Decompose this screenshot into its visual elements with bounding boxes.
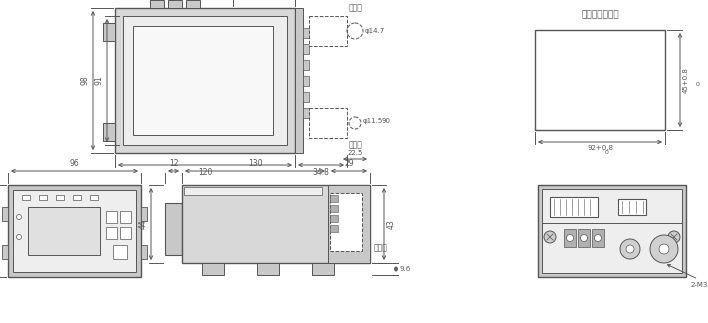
Text: 92+0.8: 92+0.8 [587,145,613,151]
Bar [309,108,347,138]
Bar [182,185,370,263]
Text: 接插件: 接插件 [349,140,363,149]
Bar [550,197,598,217]
Bar [2,207,8,221]
Bar [330,195,338,202]
Text: 接插件: 接插件 [349,3,363,12]
Bar [257,263,279,275]
Text: 34.8: 34.8 [312,168,329,177]
Bar [133,26,273,135]
Bar [303,28,309,38]
Text: φ11.5: φ11.5 [363,118,383,124]
Circle shape [626,245,634,253]
Bar [578,229,590,247]
Bar [13,190,136,272]
Circle shape [544,231,556,243]
Text: 0: 0 [688,81,700,87]
Text: 98: 98 [81,76,90,85]
Bar [312,263,334,275]
Circle shape [595,234,602,242]
Bar [103,23,115,41]
Bar [542,189,682,273]
Text: φ14.7: φ14.7 [365,28,385,34]
Text: 45+0.8: 45+0.8 [683,67,689,93]
Text: 安装孔加工尺寸: 安装孔加工尺寸 [581,11,619,19]
Text: 43: 43 [387,219,396,229]
Bar [330,225,338,232]
Circle shape [650,235,678,263]
Text: 接插件: 接插件 [374,244,388,253]
Bar [2,245,8,259]
Text: 2-M3.5×10: 2-M3.5×10 [668,265,708,288]
Text: 44: 44 [139,219,148,229]
Text: 91: 91 [95,76,104,85]
Bar [303,60,309,70]
Bar [113,245,127,259]
Bar [106,227,117,239]
Text: 22.5: 22.5 [348,150,362,156]
Bar [141,245,147,259]
Bar [56,195,64,200]
Bar [303,44,309,54]
Bar [123,16,287,145]
Bar [73,195,81,200]
Circle shape [581,234,588,242]
Text: 96: 96 [69,159,79,168]
Bar [168,0,182,8]
Bar [184,187,322,195]
Circle shape [668,231,680,243]
Bar [120,227,131,239]
Bar [103,123,115,141]
Bar [618,199,646,215]
Text: 130: 130 [248,159,262,168]
Bar [330,215,338,222]
Bar [90,195,98,200]
Text: 12: 12 [169,159,178,168]
Bar [592,229,604,247]
Circle shape [659,244,669,254]
Circle shape [16,234,21,239]
Bar [202,263,224,275]
Bar [330,205,338,212]
Bar [22,195,30,200]
Bar [28,207,100,255]
Bar [120,211,131,223]
Bar [150,0,164,8]
Bar [330,193,362,251]
Bar [328,185,370,263]
Bar [39,195,47,200]
Text: 90: 90 [382,118,391,124]
Bar [8,185,141,277]
Bar [141,207,147,221]
Bar [303,76,309,86]
Bar [165,203,182,255]
Bar [303,108,309,118]
Text: 9.6: 9.6 [399,266,410,272]
Circle shape [620,239,640,259]
Text: 120: 120 [198,168,212,177]
Bar [115,8,295,153]
Bar [564,229,576,247]
Text: 29: 29 [344,159,354,168]
Circle shape [566,234,573,242]
Bar [295,8,303,153]
Bar [309,16,347,46]
Bar [303,92,309,102]
Text: 0: 0 [597,150,609,155]
Bar [106,211,117,223]
Bar [535,30,665,130]
Bar [186,0,200,8]
Circle shape [16,214,21,220]
Bar [538,185,686,277]
